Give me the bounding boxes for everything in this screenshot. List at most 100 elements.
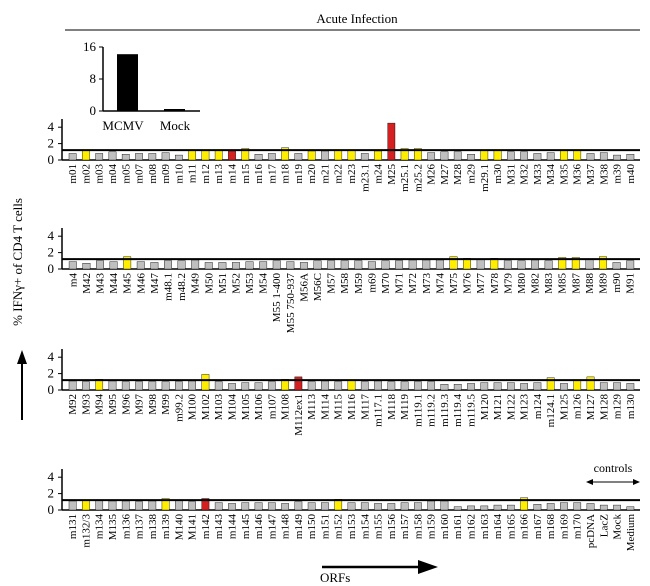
bar-m169 — [560, 502, 568, 511]
x-tick-label: M115 — [333, 394, 345, 420]
inset-bar-mock — [164, 109, 185, 111]
bar-m163 — [480, 505, 489, 511]
bar-m123 — [520, 383, 528, 391]
x-tick-label: m119.3 — [439, 394, 451, 427]
x-tick-label: M88 — [584, 273, 596, 294]
page-title: Acute Infection — [316, 11, 398, 26]
bar-m145 — [241, 502, 250, 511]
bar-m113 — [307, 381, 316, 391]
x-tick-label: M42 — [81, 273, 93, 294]
x-tick-label: M55 1-400 — [271, 273, 283, 323]
bar-m165 — [507, 504, 515, 511]
bar-m70 — [381, 260, 390, 270]
x-tick-label: M52 — [230, 273, 242, 294]
bar-m135 — [108, 500, 117, 511]
x-tick-label: M78 — [489, 273, 501, 294]
bar-m25 — [387, 122, 396, 161]
x-tick-label: M25 — [386, 164, 398, 185]
y-arrow-head — [17, 350, 27, 364]
bar-m49 — [191, 259, 200, 270]
x-tick-label: M83 — [543, 273, 555, 294]
bar-m114 — [321, 380, 329, 391]
bar-m85 — [558, 257, 567, 270]
bar-m05 — [121, 154, 130, 161]
x-arrow-head — [418, 560, 438, 574]
x-tick-label: M75 — [448, 273, 460, 294]
x-tick-label: M94 — [94, 394, 106, 415]
bar-m12 — [201, 149, 210, 161]
bar-m28 — [453, 151, 462, 161]
bar-m14 — [228, 150, 236, 161]
x-tick-label: M53 — [244, 273, 256, 294]
x-tick-label: M50 — [203, 273, 215, 294]
bar-m166 — [520, 497, 528, 511]
x-tick-label: m146 — [253, 514, 265, 540]
x-tick-label: M36 — [572, 164, 584, 185]
bar-m58 — [340, 260, 349, 270]
bar-m50 — [204, 262, 213, 270]
x-tick-label: M118 — [386, 394, 398, 420]
x-tick-label: M56C — [312, 273, 324, 301]
x-tick-label: m167 — [532, 514, 544, 540]
x-tick-label: M57 — [326, 273, 338, 294]
x-tick-label: M92 — [67, 394, 79, 415]
bar-m99.2 — [175, 381, 183, 391]
x-tick-label: m04 — [107, 164, 119, 184]
x-tick-label: M76 — [462, 273, 474, 294]
x-tick-label: M122 — [505, 394, 517, 420]
bar-m74 — [435, 259, 444, 270]
x-tick-label: M55 750-937 — [285, 273, 297, 334]
bar-m151 — [321, 502, 329, 511]
bar-m149 — [294, 501, 303, 511]
bar-m95 — [108, 380, 117, 391]
bar-m23 — [347, 149, 356, 161]
x-tick-label: m16 — [253, 164, 265, 184]
y-axis-label: % IFNγ+ of CD4 T cells — [10, 198, 25, 326]
x-tick-label: m12 — [200, 164, 212, 184]
controls-arrow-left — [586, 479, 593, 485]
x-tick-label: m21 — [319, 164, 331, 184]
bar-m100 — [188, 380, 197, 391]
bar-m38 — [599, 152, 608, 161]
bar-m09 — [161, 152, 170, 161]
bar-m47 — [150, 262, 159, 270]
x-tick-label: m142 — [200, 514, 212, 539]
x-tick-label: M140 — [173, 514, 185, 541]
controls-arrow-right — [633, 479, 640, 485]
bar-m144 — [228, 503, 236, 511]
bar-m155 — [374, 503, 382, 511]
x-tick-label: m147 — [266, 514, 278, 540]
y-tick-label: 4 — [48, 469, 55, 484]
bar-m167 — [533, 504, 542, 511]
bar-m87 — [571, 257, 580, 270]
x-tick-label: M44 — [108, 273, 120, 294]
bar-m19 — [294, 153, 303, 161]
inset-x-label: MCMV — [102, 118, 144, 133]
x-tick-label: M43 — [94, 273, 106, 294]
x-tick-label: m4 — [67, 273, 79, 288]
x-tick-label: M95 — [107, 394, 119, 415]
bar-m107 — [267, 381, 276, 391]
bar-m29.1 — [480, 149, 489, 161]
bar-m124.1 — [546, 377, 555, 391]
x-tick-label: M35 — [558, 164, 570, 185]
x-tick-label: m09 — [160, 164, 172, 184]
bar-m43 — [96, 260, 104, 270]
bar-m56a — [299, 262, 308, 270]
x-tick-label: m160 — [439, 514, 451, 540]
bar-m72 — [408, 259, 417, 270]
y-tick-label: 4 — [48, 119, 55, 134]
bar-m77 — [476, 258, 485, 270]
bar-m154 — [360, 502, 369, 511]
bar-m03 — [95, 153, 104, 161]
bar-m124 — [533, 382, 542, 391]
bar-m117.1 — [374, 380, 382, 391]
bar-m96 — [121, 381, 130, 391]
x-tick-label: m165 — [505, 514, 517, 540]
bar-m146 — [254, 502, 263, 511]
bar-m52 — [231, 262, 240, 270]
bar-m137 — [135, 501, 143, 511]
bar-m71 — [395, 260, 404, 270]
bar-m170 — [573, 502, 582, 511]
x-tick-label: m05 — [120, 164, 132, 184]
